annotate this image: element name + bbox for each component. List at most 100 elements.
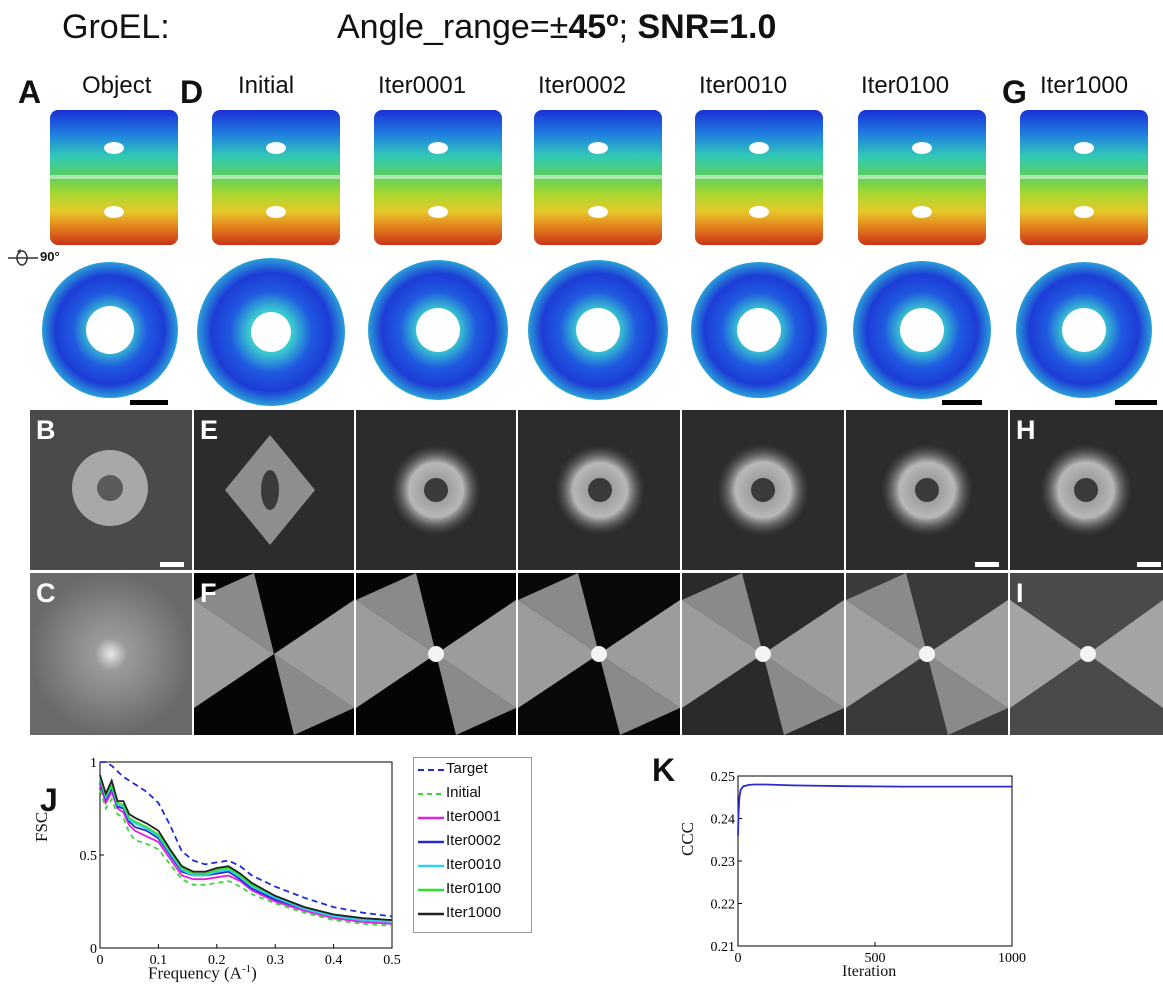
- legend-label: Iter0002: [446, 832, 502, 849]
- side-view-initial: [212, 110, 340, 245]
- legend-item-iter1000: Iter1000: [414, 903, 531, 925]
- x-tick-label: 0: [97, 953, 104, 968]
- series-line-5: [99, 776, 393, 921]
- y-tick-label: 0.24: [711, 813, 736, 828]
- ccc-x-axis-label: Iteration: [842, 963, 897, 980]
- column-label-iter0010: Iter0010: [699, 72, 788, 99]
- projection-iter0002-hole: [588, 478, 612, 502]
- top-view-iter0100: [853, 261, 991, 399]
- scale-bar: [1115, 400, 1157, 405]
- series-line-4: [99, 778, 393, 923]
- x-tick-label: 0: [735, 951, 742, 966]
- top-view-iter1000: [1016, 262, 1152, 398]
- x-tick-label: 1000: [998, 951, 1026, 966]
- fsc-legend: Target Initial Iter0001 Iter0002 Iter001…: [413, 757, 532, 933]
- top-view-object: [42, 262, 178, 398]
- side-view-iter0001: [374, 110, 502, 245]
- y-tick-label: 0.5: [80, 849, 98, 864]
- panel-label-b: B: [36, 415, 56, 445]
- title-separator: ;: [618, 8, 638, 46]
- legend-label: Iter0010: [446, 856, 502, 873]
- legend-swatch: [418, 769, 444, 771]
- fsc-x-axis-label: Frequency (A-1): [148, 963, 257, 984]
- fsc-x-axis-label-sup: -1: [241, 963, 252, 975]
- top-view-iter0002: [528, 260, 668, 400]
- panel-label-j: J: [40, 782, 58, 818]
- fourier-iter0100: [846, 573, 1008, 735]
- side-view-iter1000: [1020, 110, 1148, 245]
- panel-label-k: K: [652, 752, 676, 788]
- fourier-initial: [194, 573, 354, 735]
- legend-label: Target: [446, 760, 488, 777]
- x-tick-label: 0.1: [150, 953, 168, 968]
- side-view-iter0100: [858, 110, 986, 245]
- fsc-x-axis-label-text: Frequency (A: [148, 963, 242, 983]
- panel-label-f: F: [200, 578, 217, 608]
- legend-item-initial: Initial: [414, 783, 531, 805]
- legend-item-iter0001: Iter0001: [414, 807, 531, 829]
- rotate-arrow-icon: [8, 249, 38, 266]
- fsc-plot: 0 0.1 0.2 0.3 0.4 0.5 0 0.5 1: [80, 756, 401, 968]
- column-label-object: Object: [82, 72, 152, 99]
- projection-iter1000-hole: [1074, 478, 1098, 502]
- legend-item-iter0002: Iter0002: [414, 831, 531, 853]
- x-tick-label: 500: [865, 951, 886, 966]
- legend-label: Initial: [446, 784, 482, 801]
- fourier-iter1000: [1010, 573, 1163, 735]
- series-line-2: [99, 784, 393, 925]
- legend-label: Iter1000: [446, 904, 502, 921]
- y-tick-label: 0.22: [711, 898, 736, 913]
- figure-title-left: GroEL:: [62, 8, 170, 46]
- y-tick-label: 0.23: [711, 855, 736, 870]
- panel-label-a: A: [18, 74, 42, 110]
- column-label-iter1000: Iter1000: [1040, 72, 1129, 99]
- side-view-iter0002: [534, 110, 662, 245]
- fourier-iter0001: [356, 573, 516, 735]
- projection-iter0001-hole: [424, 478, 448, 502]
- y-tick-label: 0.21: [711, 940, 736, 955]
- column-label-initial: Initial: [238, 72, 295, 99]
- legend-label: Iter0100: [446, 880, 502, 897]
- column-label-iter0001: Iter0001: [378, 72, 467, 99]
- legend-swatch: [418, 840, 444, 844]
- rotation-label: 90°: [40, 249, 60, 264]
- panel-label-i: I: [1016, 578, 1024, 608]
- scale-bar: [942, 400, 982, 405]
- top-view-initial: [197, 258, 345, 406]
- x-tick-label: 0.5: [383, 953, 401, 968]
- legend-item-iter0100: Iter0100: [414, 879, 531, 901]
- projection-iter0010-hole: [751, 478, 775, 502]
- legend-swatch: [418, 888, 444, 892]
- series-line-0: [737, 783, 1012, 836]
- rotation-indicator: [8, 248, 38, 273]
- column-label-iter0100: Iter0100: [861, 72, 950, 99]
- legend-swatch: [418, 793, 444, 795]
- panel-label-h: H: [1016, 415, 1036, 445]
- title-angle-value: 45º: [568, 8, 619, 46]
- scale-bar: [130, 400, 168, 405]
- y-tick-label: 0: [90, 942, 97, 957]
- scale-bar: [160, 562, 184, 567]
- legend-swatch: [418, 864, 444, 868]
- legend-label: Iter0001: [446, 808, 502, 825]
- fsc-y-axis-label: FSC: [32, 811, 51, 842]
- fourier-object: [30, 573, 192, 735]
- scale-bar: [975, 562, 999, 567]
- scale-bar: [1137, 562, 1161, 567]
- top-view-iter0010: [691, 262, 827, 398]
- panel-label-d: D: [180, 74, 204, 110]
- fourier-iter0002: [518, 573, 680, 735]
- title-snr: SNR=1.0: [637, 8, 777, 46]
- fsc-x-axis-label-end: ): [251, 963, 257, 983]
- x-tick-label: 0.3: [266, 953, 284, 968]
- panel-label-e: E: [200, 415, 219, 445]
- ccc-y-axis-label: CCC: [678, 821, 697, 856]
- series-line-0: [100, 761, 393, 918]
- series-line-3: [99, 780, 393, 923]
- projection-initial-hole: [261, 470, 279, 510]
- projection-object-hole: [97, 475, 123, 501]
- series-line-1: [99, 789, 393, 927]
- series-line-6: [99, 774, 393, 921]
- legend-swatch: [418, 912, 444, 916]
